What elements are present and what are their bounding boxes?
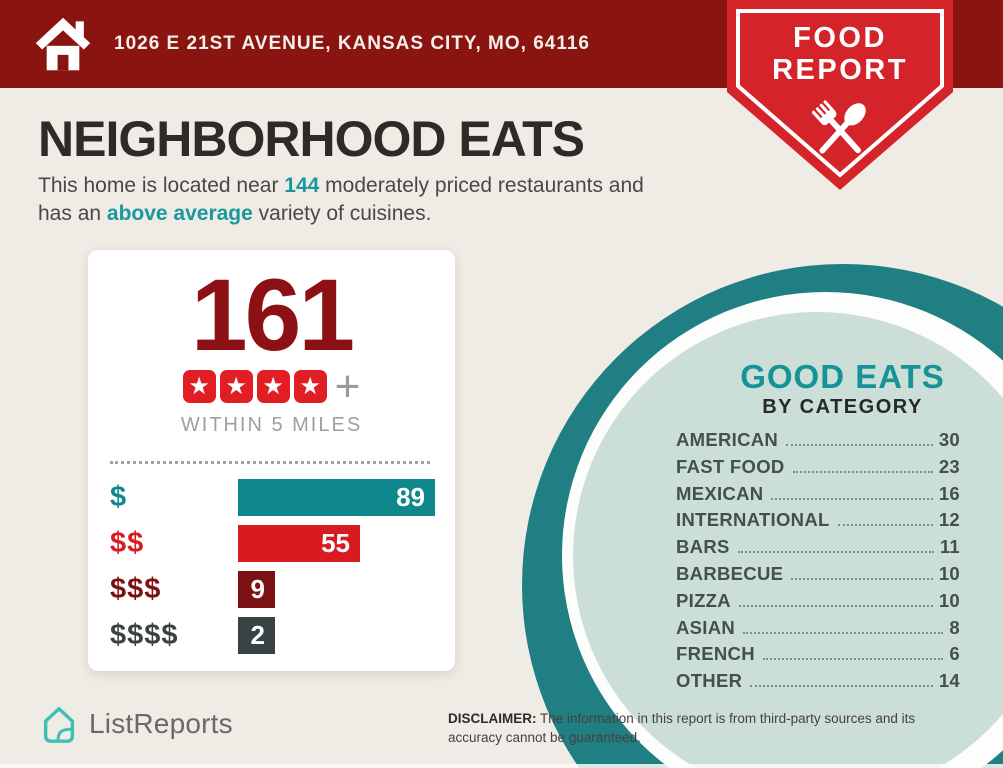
disclaimer-label: DISCLAIMER: bbox=[448, 711, 537, 726]
intro-text-part: This home is located near bbox=[38, 174, 285, 197]
price-tier-value: 2 bbox=[250, 620, 265, 651]
star-icon: ★ bbox=[219, 370, 253, 404]
listreports-icon bbox=[43, 707, 75, 743]
dot-leader bbox=[762, 658, 944, 661]
category-row: OTHER 14 bbox=[676, 670, 960, 697]
star-tiles: ★ ★ ★ ★ bbox=[182, 370, 327, 404]
price-tier-value: 89 bbox=[396, 482, 425, 513]
stats-card: 161 ★ ★ ★ ★ + WITHIN 5 MILES $89 $$ 55 $$$ 9 $$$… bbox=[88, 250, 455, 671]
intro-text: This home is located near 144 moderately… bbox=[38, 172, 644, 227]
category-label: PIZZA bbox=[676, 589, 731, 611]
category-value: 12 bbox=[938, 509, 960, 531]
category-value: 14 bbox=[938, 670, 960, 692]
dot-leader bbox=[750, 685, 933, 688]
category-label: OTHER bbox=[676, 670, 743, 692]
category-label: FRENCH bbox=[676, 643, 755, 665]
category-label: BARS bbox=[676, 536, 730, 558]
category-label: AMERICAN bbox=[676, 429, 779, 450]
category-value: 8 bbox=[949, 616, 960, 638]
price-tier-row: $$$$ 2 bbox=[110, 617, 435, 655]
dot-leader bbox=[737, 551, 934, 554]
badge-title-line2: REPORT bbox=[772, 54, 908, 86]
dot-leader bbox=[837, 524, 933, 527]
intro-line-2: has an above average variety of cuisines… bbox=[38, 200, 644, 228]
category-label: BARBECUE bbox=[676, 562, 784, 584]
category-value: 23 bbox=[938, 455, 960, 477]
disclaimer-text: The information in this report is from t… bbox=[448, 711, 916, 745]
intro-text-part: moderately priced restaurants and bbox=[319, 174, 644, 197]
badge-title-line1: FOOD bbox=[793, 22, 887, 54]
food-report-badge: FOOD REPORT bbox=[727, 0, 953, 192]
price-tier-row: $89 bbox=[110, 479, 435, 517]
category-value: 11 bbox=[939, 536, 960, 558]
good-eats-title: GOOD EATS bbox=[740, 358, 945, 395]
price-tier-bar: 2 bbox=[238, 617, 275, 655]
dot-leader bbox=[792, 470, 933, 473]
category-value: 16 bbox=[938, 482, 960, 504]
plus-sign: + bbox=[334, 361, 361, 411]
price-tier-label: $ bbox=[110, 481, 128, 514]
property-address: 1026 E 21ST AVENUE, KANSAS CITY, MO, 641… bbox=[114, 33, 591, 54]
intro-text-part: has an bbox=[38, 201, 107, 225]
price-tier-value: 9 bbox=[250, 574, 265, 605]
page-title: NEIGHBORHOOD EATS bbox=[38, 111, 585, 167]
category-row: PIZZA 10 bbox=[676, 590, 960, 617]
star-icon: ★ bbox=[182, 370, 216, 404]
category-row: ASIAN 8 bbox=[676, 617, 960, 644]
dot-leader bbox=[738, 604, 933, 607]
category-label: MEXICAN bbox=[676, 482, 764, 504]
utensils-icon bbox=[811, 100, 866, 154]
category-label: INTERNATIONAL bbox=[676, 509, 830, 531]
price-tier-label: $$$ bbox=[110, 573, 162, 606]
price-tier-row: $$$ 9 bbox=[110, 571, 435, 609]
price-tier-bar: 89 bbox=[238, 479, 435, 517]
brand-name: ListReports bbox=[89, 708, 233, 739]
star-icon: ★ bbox=[293, 370, 327, 404]
category-label: FAST FOOD bbox=[676, 455, 785, 477]
listreports-logo: ListReports bbox=[38, 702, 233, 746]
good-eats-circle-fill bbox=[573, 312, 1003, 768]
category-row: INTERNATIONAL 12 bbox=[676, 509, 960, 536]
good-eats-subtitle: BY CATEGORY bbox=[762, 396, 923, 418]
dot-leader bbox=[743, 631, 944, 634]
category-row: AMERICAN 30 bbox=[676, 429, 960, 456]
bottom-edge-strip bbox=[0, 764, 1003, 768]
category-value: 30 bbox=[938, 429, 960, 450]
home-icon bbox=[35, 17, 91, 71]
category-row: FRENCH 6 bbox=[676, 643, 960, 670]
dot-leader bbox=[786, 444, 933, 446]
dotted-divider bbox=[110, 461, 430, 465]
category-row: FAST FOOD 23 bbox=[676, 456, 960, 483]
badge-ribbon-shape bbox=[727, 0, 953, 190]
category-label: ASIAN bbox=[676, 616, 736, 638]
category-row: BARBECUE 10 bbox=[676, 563, 960, 590]
category-row: MEXICAN 16 bbox=[676, 483, 960, 510]
intro-text-part: variety of cuisines. bbox=[252, 201, 432, 225]
category-list: AMERICAN 30 FAST FOOD 23 MEXICAN 16 INTERNATIO… bbox=[676, 429, 960, 697]
disclaimer: DISCLAIMER: The information in this repo… bbox=[448, 710, 960, 748]
dot-leader bbox=[771, 497, 933, 500]
price-tier-bar: 9 bbox=[238, 571, 275, 609]
total-restaurants: 161 bbox=[190, 258, 355, 372]
category-row: BARS 11 bbox=[676, 536, 960, 563]
category-value: 10 bbox=[938, 562, 960, 584]
radius-caption: WITHIN 5 MILES bbox=[180, 414, 363, 437]
price-tier-label: $$$$ bbox=[110, 619, 179, 652]
dot-leader bbox=[791, 577, 933, 580]
intro-line-1: This home is located near 144 moderately… bbox=[38, 172, 644, 200]
price-bar-chart: $89 $$ 55 $$$ 9 $$$$ 2 bbox=[110, 479, 435, 655]
category-value: 6 bbox=[949, 643, 960, 665]
price-tier-label: $$ bbox=[110, 527, 145, 560]
cuisine-variety-highlight: above average bbox=[106, 201, 253, 225]
restaurant-count: 144 bbox=[284, 174, 320, 197]
star-icon: ★ bbox=[256, 370, 290, 404]
price-tier-bar: 55 bbox=[238, 525, 360, 563]
price-tier-row: $$ 55 bbox=[110, 525, 435, 563]
stars-row: ★ ★ ★ ★ + bbox=[88, 361, 455, 411]
category-value: 10 bbox=[938, 589, 960, 611]
price-tier-value: 55 bbox=[321, 528, 350, 559]
